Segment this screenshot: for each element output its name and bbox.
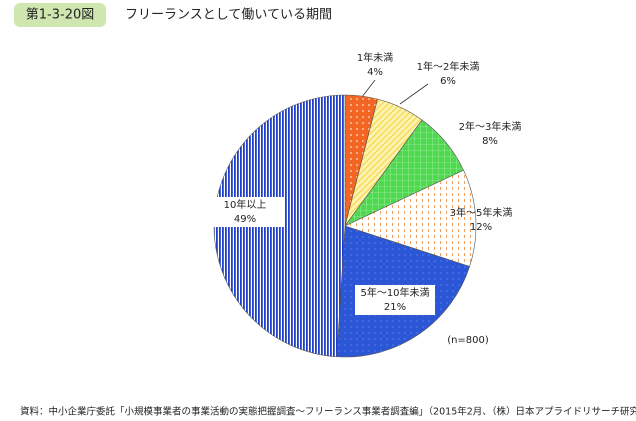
figure-label: 第1-3-20図 xyxy=(26,8,94,23)
leader-line xyxy=(361,79,376,98)
slice-label: 1年未満 xyxy=(357,51,393,64)
value-label: 4% xyxy=(367,67,383,78)
value-label: 49% xyxy=(234,214,256,225)
value-label: 21% xyxy=(384,302,406,313)
label-bg xyxy=(355,285,435,315)
slice-label: 5年～10年未満 xyxy=(360,286,429,299)
slice-label: 10年以上 xyxy=(224,198,267,211)
slice-label: 3年～5年未満 xyxy=(450,206,513,219)
leader-line xyxy=(399,83,429,105)
note: (n=800) xyxy=(447,335,489,346)
pie-slice xyxy=(344,169,477,267)
value-label: 6% xyxy=(440,76,456,87)
slice-label: 2年～3年未満 xyxy=(459,120,522,133)
figure-label-box xyxy=(14,3,106,27)
value-label: 8% xyxy=(482,136,498,147)
slice-label: 1年～2年未満 xyxy=(417,60,480,73)
source: 資料：中小企業庁委託「小規模事業者の事業活動の実態把握調査～フリーランス事業者調… xyxy=(20,406,636,418)
chart-title: フリーランスとして働いている期間 xyxy=(125,8,332,23)
label-bg xyxy=(205,197,285,227)
value-label: 12% xyxy=(470,222,492,233)
